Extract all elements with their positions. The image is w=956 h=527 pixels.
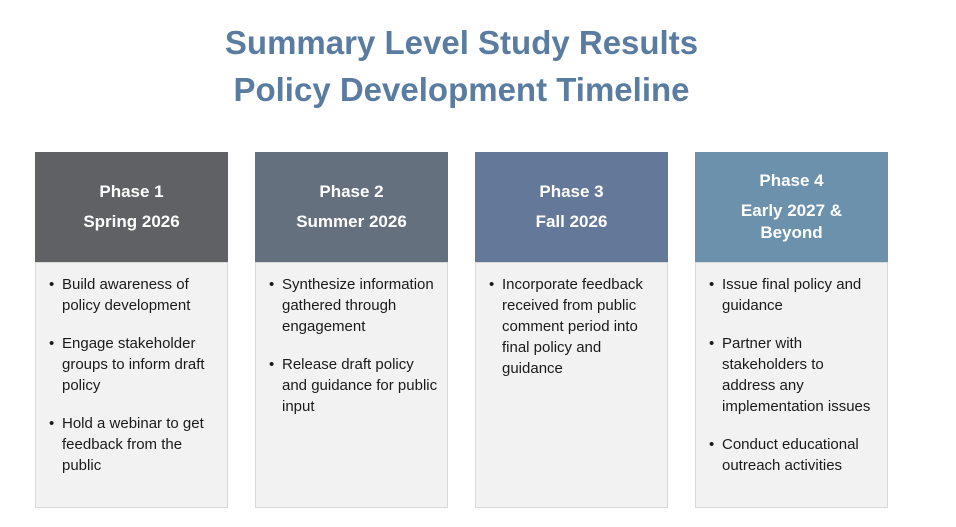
phase-3-bullet: Incorporate feedback received from publi… <box>489 274 659 379</box>
phase-column-4: Phase 4 Early 2027 & Beyond Issue final … <box>695 152 888 508</box>
phase-column-3: Phase 3 Fall 2026 Incorporate feedback r… <box>475 152 668 508</box>
phase-2-body: Synthesize information gathered through … <box>255 262 448 508</box>
phase-3-period: Fall 2026 <box>535 212 608 231</box>
phase-1-bullet: Build awareness of policy development <box>49 274 219 316</box>
phase-1-name: Phase 1 <box>99 181 164 201</box>
phase-1-header: Phase 1 Spring 2026 <box>35 152 228 262</box>
page-title-line-1: Summary Level Study Results <box>224 24 699 61</box>
phase-4-body: Issue final policy and guidance Partner … <box>695 262 888 508</box>
page-title-line-2: Policy Development Timeline <box>233 70 690 108</box>
phase-column-1: Phase 1 Spring 2026 Build awareness of p… <box>35 152 228 508</box>
phase-1-bullet: Engage stakeholder groups to inform draf… <box>49 333 219 396</box>
phase-2-period: Summer 2026 <box>296 212 407 231</box>
phase-2-bullet: Release draft policy and guidance for pu… <box>269 354 439 417</box>
phase-2-header: Phase 2 Summer 2026 <box>255 152 448 262</box>
phase-4-bullet: Issue final policy and guidance <box>709 274 879 316</box>
phase-column-2: Phase 2 Summer 2026 Synthesize informati… <box>255 152 448 508</box>
phase-1-bullet: Hold a webinar to get feedback from the … <box>49 413 219 476</box>
phase-4-period: Early 2027 & Beyond <box>740 200 843 243</box>
phase-2-bullet: Synthesize information gathered through … <box>269 274 439 337</box>
page-title: Summary Level Study Results Policy Devel… <box>35 20 888 114</box>
phase-1-period: Spring 2026 <box>83 212 180 231</box>
phase-3-name: Phase 3 <box>539 181 604 201</box>
phase-2-name: Phase 2 <box>319 181 384 201</box>
phase-4-bullet: Conduct educational outreach activities <box>709 434 879 476</box>
phase-4-header: Phase 4 Early 2027 & Beyond <box>695 152 888 262</box>
phase-4-name: Phase 4 <box>759 170 824 190</box>
phase-4-bullet: Partner with stakeholders to address any… <box>709 333 879 417</box>
phase-3-body: Incorporate feedback received from publi… <box>475 262 668 508</box>
timeline-columns: Phase 1 Spring 2026 Build awareness of p… <box>35 152 888 508</box>
phase-3-header: Phase 3 Fall 2026 <box>475 152 668 262</box>
phase-1-body: Build awareness of policy development En… <box>35 262 228 508</box>
